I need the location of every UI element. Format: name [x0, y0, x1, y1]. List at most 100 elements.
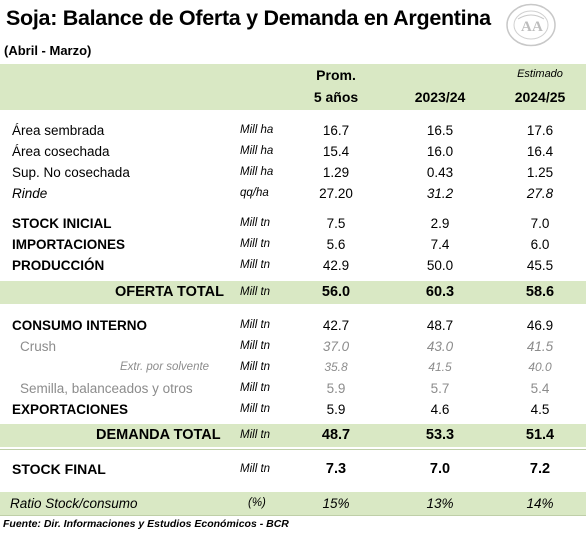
value-prom: 15%	[322, 496, 350, 511]
row-label: Área cosechada	[12, 144, 110, 159]
row-label: Semilla, balanceados y otros	[20, 381, 193, 396]
value-2024-25: 5.4	[530, 381, 550, 396]
row-label: STOCK INICIAL	[12, 216, 112, 231]
value-prom: 42.7	[322, 318, 350, 333]
svg-text:A: A	[521, 19, 532, 35]
row-semilla: Semilla, balanceados y otros Mill tn 5.9…	[0, 378, 586, 399]
value-prom: 15.4	[322, 144, 350, 159]
row-importaciones: IMPORTACIONES Mill tn 5.6 7.4 6.0	[0, 234, 586, 255]
value-2023-24: 43.0	[426, 339, 454, 354]
bcr-seal-icon: A A	[506, 3, 556, 47]
value-prom: 56.0	[321, 284, 351, 300]
value-2023-24: 50.0	[426, 258, 454, 273]
value-2024-25: 14%	[526, 496, 554, 511]
ratio-band	[0, 492, 586, 515]
row-label: PRODUCCIÓN	[12, 258, 105, 273]
value-2023-24: 4.6	[430, 402, 450, 417]
oferta-total-band	[0, 281, 586, 304]
value-2024-25: 16.4	[526, 144, 554, 159]
value-2023-24: 0.43	[426, 165, 454, 180]
row-unit: Mill tn	[240, 259, 271, 271]
value-2024-25: 17.6	[526, 123, 554, 138]
value-prom: 42.9	[322, 258, 350, 273]
value-2024-25: 27.8	[526, 186, 554, 201]
source-note: Fuente: Dir. Informaciones y Estudios Ec…	[3, 518, 289, 530]
value-2024-25: 1.25	[526, 165, 554, 180]
separator-line	[0, 449, 586, 450]
value-prom: 35.8	[324, 360, 348, 374]
row-label: Extr. por solvente	[120, 361, 210, 373]
row-unit: Mill tn	[240, 340, 271, 352]
row-label: Crush	[20, 339, 57, 354]
row-extr-solvente: Extr. por solvente Mill tn 35.8 41.5 40.…	[0, 357, 586, 378]
col3-header-note: Estimado	[517, 68, 563, 80]
value-prom: 1.29	[322, 165, 350, 180]
value-2023-24: 53.3	[425, 427, 455, 443]
row-label: Rinde	[12, 186, 48, 201]
row-area-sembrada: Área sembrada Mill ha 16.7 16.5 17.6	[0, 120, 586, 141]
row-unit: Mill ha	[240, 145, 274, 157]
row-ratio-stock-consumo: Ratio Stock/consumo (%) 15% 13% 14%	[0, 493, 586, 514]
row-unit: Mill tn	[240, 238, 271, 250]
value-2023-24: 7.4	[430, 237, 450, 252]
row-label: IMPORTACIONES	[12, 237, 126, 252]
row-unit: Mill ha	[240, 166, 274, 178]
row-unit: Mill tn	[240, 429, 271, 441]
row-area-cosechada: Área cosechada Mill ha 15.4 16.0 16.4	[0, 141, 586, 162]
demanda-total-band	[0, 424, 586, 447]
col1-header-line1: Prom.	[316, 67, 356, 83]
value-prom: 37.0	[322, 339, 350, 354]
value-prom: 5.9	[326, 402, 346, 417]
row-unit: qq/ha	[240, 187, 269, 199]
value-2023-24: 16.0	[426, 144, 454, 159]
page-title: Soja: Balance de Oferta y Demanda en Arg…	[6, 6, 491, 30]
value-prom: 7.5	[326, 216, 346, 231]
row-label: CONSUMO INTERNO	[12, 318, 147, 333]
value-2023-24: 60.3	[425, 284, 455, 300]
row-rinde: Rinde qq/ha 27.20 31.2 27.8	[0, 183, 586, 204]
value-2024-25: 40.0	[528, 360, 552, 374]
row-label: OFERTA TOTAL	[115, 284, 225, 300]
value-2023-24: 5.7	[430, 381, 450, 396]
row-exportaciones: EXPORTACIONES Mill tn 5.9 4.6 4.5	[0, 399, 586, 420]
row-unit: Mill tn	[240, 286, 271, 298]
col2-header: 2023/24	[414, 89, 466, 105]
value-2023-24: 13%	[426, 496, 454, 511]
value-2023-24: 48.7	[426, 318, 454, 333]
value-prom: 48.7	[321, 427, 351, 443]
value-prom: 27.20	[319, 186, 353, 201]
value-2024-25: 45.5	[526, 258, 554, 273]
row-label: DEMANDA TOTAL	[96, 427, 221, 443]
page-subtitle: (Abril - Marzo)	[4, 43, 92, 58]
row-produccion: PRODUCCIÓN Mill tn 42.9 50.0 45.5	[0, 255, 586, 276]
row-label: EXPORTACIONES	[12, 402, 129, 417]
row-label: Sup. No cosechada	[12, 165, 130, 180]
value-2024-25: 6.0	[530, 237, 550, 252]
row-unit: Mill tn	[240, 382, 271, 394]
value-2023-24: 2.9	[430, 216, 450, 231]
value-2024-25: 7.0	[530, 216, 550, 231]
header-band	[0, 64, 586, 110]
row-unit: Mill tn	[240, 463, 271, 475]
value-prom: 7.3	[325, 461, 347, 477]
svg-text:A: A	[532, 19, 543, 35]
row-label: Área sembrada	[12, 123, 105, 138]
row-unit: Mill tn	[240, 319, 271, 331]
value-prom: 5.6	[326, 237, 346, 252]
row-unit: Mill tn	[240, 403, 271, 415]
row-unit: Mill tn	[240, 361, 271, 373]
value-2024-25: 4.5	[530, 402, 550, 417]
col3-header: 2024/25	[514, 89, 566, 105]
col1-header-line2: 5 años	[313, 89, 359, 105]
row-unit: Mill tn	[240, 217, 271, 229]
bottom-line	[0, 515, 586, 516]
value-2023-24: 31.2	[426, 186, 454, 201]
value-2024-25: 46.9	[526, 318, 554, 333]
value-2023-24: 16.5	[426, 123, 454, 138]
row-stock-final: STOCK FINAL Mill tn 7.3 7.0 7.2	[0, 459, 586, 480]
value-2024-25: 51.4	[525, 427, 555, 443]
value-2024-25: 7.2	[529, 461, 551, 477]
row-demanda-total: DEMANDA TOTAL Mill tn 48.7 53.3 51.4	[0, 425, 586, 446]
value-2024-25: 58.6	[525, 284, 555, 300]
row-stock-inicial: STOCK INICIAL Mill tn 7.5 2.9 7.0	[0, 213, 586, 234]
